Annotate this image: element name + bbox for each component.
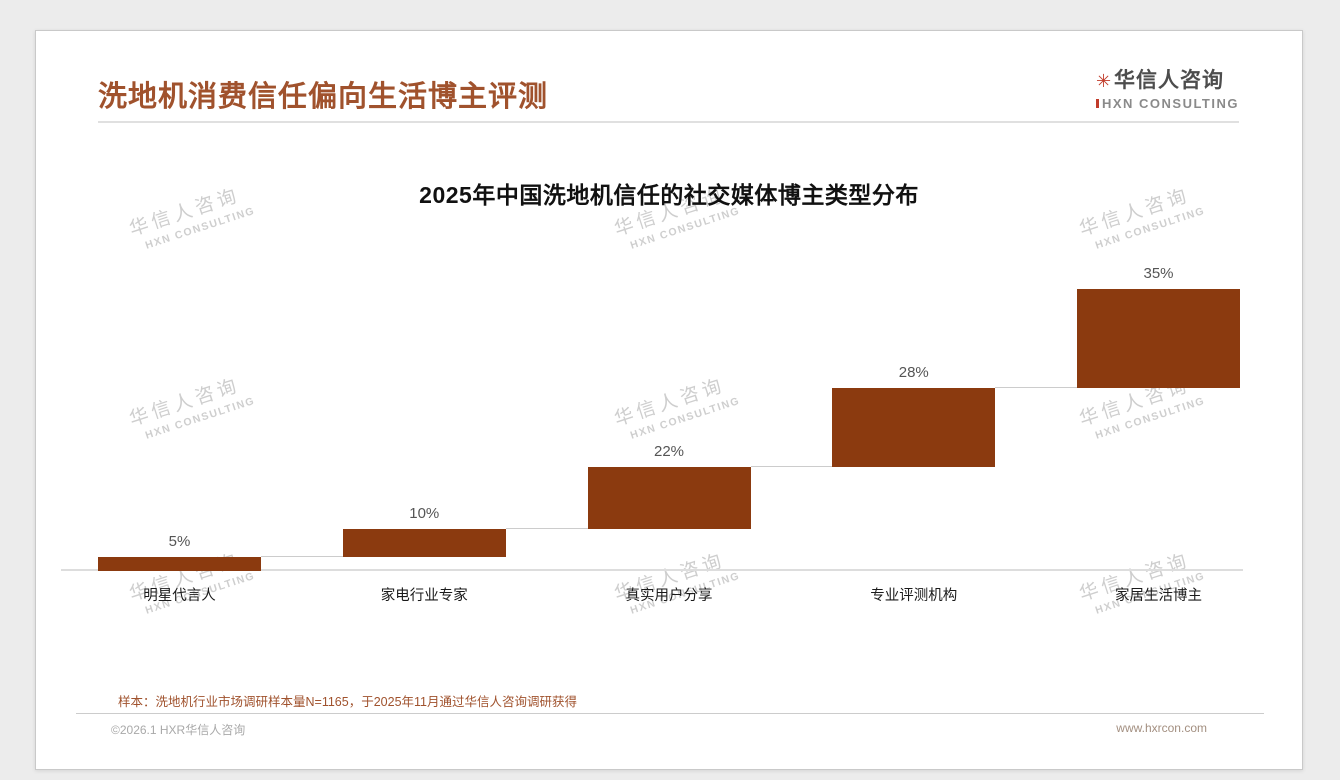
step-connector-line: [261, 555, 343, 557]
category-label: 真实用户分享: [625, 588, 713, 604]
footer-copyright: ©2026.1 HXR华信人咨询: [111, 723, 246, 737]
waterfall-bar: [1077, 289, 1240, 388]
report-card: 华信人咨询 HXN CONSULTING 华信人咨询 HXN CONSULTING 华信…: [35, 30, 1303, 770]
logo-cn-text: 华信人咨询: [1114, 69, 1225, 92]
header-divider: [98, 121, 1239, 123]
waterfall-bar: [832, 387, 996, 467]
page-title: 洗地机消费信任偏向生活博主评测: [98, 81, 549, 113]
category-label: 家电行业专家: [380, 588, 468, 604]
logo-en-text: HXN CONSULTING: [1101, 96, 1239, 111]
logo-name-cn: ✳华信人咨询: [1096, 64, 1239, 94]
bar-value-label: 28%: [898, 363, 929, 381]
sample-note: 样本：洗地机行业市场调研样本量N=1165，于2025年11月通过华信人咨询调研…: [118, 695, 577, 709]
chart-title: 2025年中国洗地机信任的社交媒体博主类型分布: [419, 182, 919, 208]
footer-divider: [76, 713, 1264, 714]
logo-asterisk-icon: ✳: [1095, 71, 1113, 91]
step-connector-line: [750, 465, 833, 467]
waterfall-chart: 5% 明星代言人 10% 家电行业专家 22% 真实用户分享 28% 专业评测机构 35% 家居生…: [61, 265, 1243, 604]
bar-value-label: 22%: [653, 442, 685, 460]
bar-value-label: 10%: [409, 504, 440, 522]
waterfall-bar: [342, 528, 506, 557]
waterfall-bar: [98, 556, 261, 571]
footer-website: www.hxrcon.com: [1116, 721, 1207, 735]
category-label: 专业评测机构: [870, 588, 958, 604]
x-axis-line: [61, 569, 1243, 571]
step-connector-line: [505, 527, 588, 529]
category-label: 明星代言人: [143, 588, 216, 604]
logo-mark-icon: [1095, 99, 1099, 108]
bar-value-label: 5%: [168, 532, 191, 550]
bar-value-label: 35%: [1143, 265, 1174, 282]
logo-name-en: HXN CONSULTING: [1095, 96, 1239, 111]
company-logo: ✳华信人咨询 HXN CONSULTING: [1095, 64, 1239, 111]
category-label: 家居生活博主: [1115, 588, 1202, 604]
waterfall-bar: [587, 466, 751, 529]
step-connector-line: [995, 386, 1077, 388]
